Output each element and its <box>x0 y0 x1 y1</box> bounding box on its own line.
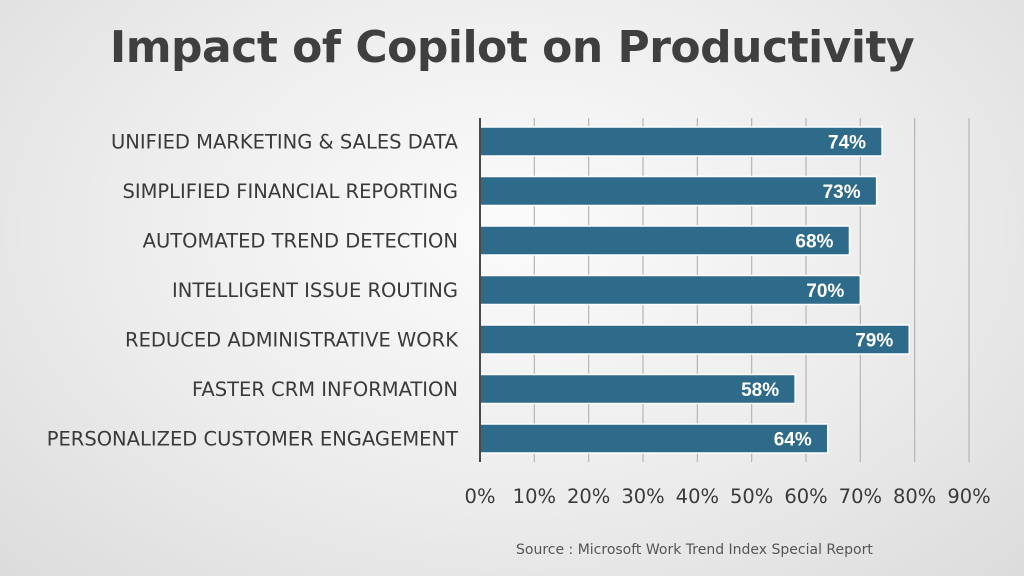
x-tick-label: 0% <box>465 485 496 508</box>
category-label: SIMPLIFIED FINANCIAL REPORTING <box>122 180 458 203</box>
value-label: 79% <box>855 331 893 352</box>
bar <box>479 324 910 355</box>
bar <box>479 373 796 405</box>
source-note: Source : Microsoft Work Trend Index Spec… <box>516 542 873 558</box>
x-tick-label: 10% <box>513 485 556 508</box>
x-tick-label: 20% <box>567 485 610 508</box>
category-label: FASTER CRM INFORMATION <box>192 378 458 401</box>
category-label: UNIFIED MARKETING & SALES DATA <box>111 131 459 154</box>
x-tick-label: 90% <box>947 485 990 508</box>
value-label: 68% <box>795 232 833 253</box>
value-label: 58% <box>741 380 779 401</box>
bar <box>479 126 883 157</box>
bar <box>479 225 851 256</box>
x-tick-label: 60% <box>784 485 827 508</box>
chart-title: Impact of Copilot on Productivity <box>109 22 915 73</box>
x-tick-label: 70% <box>839 485 882 508</box>
x-tick-label: 50% <box>730 485 773 508</box>
category-label: AUTOMATED TREND DETECTION <box>143 230 458 253</box>
value-label: 70% <box>806 281 844 302</box>
category-label: PERSONALIZED CUSTOMER ENGAGEMENT <box>47 428 458 451</box>
value-label: 73% <box>823 182 861 203</box>
bar <box>479 274 862 306</box>
value-label: 64% <box>774 430 812 451</box>
x-tick-label: 80% <box>893 485 936 508</box>
category-label: INTELLIGENT ISSUE ROUTING <box>172 279 458 302</box>
x-tick-label: 30% <box>621 485 664 508</box>
category-label: REDUCED ADMINISTRATIVE WORK <box>125 329 459 352</box>
bar <box>479 175 878 207</box>
bar <box>479 423 829 454</box>
value-label: 74% <box>828 133 866 154</box>
x-tick-label: 40% <box>676 485 719 508</box>
